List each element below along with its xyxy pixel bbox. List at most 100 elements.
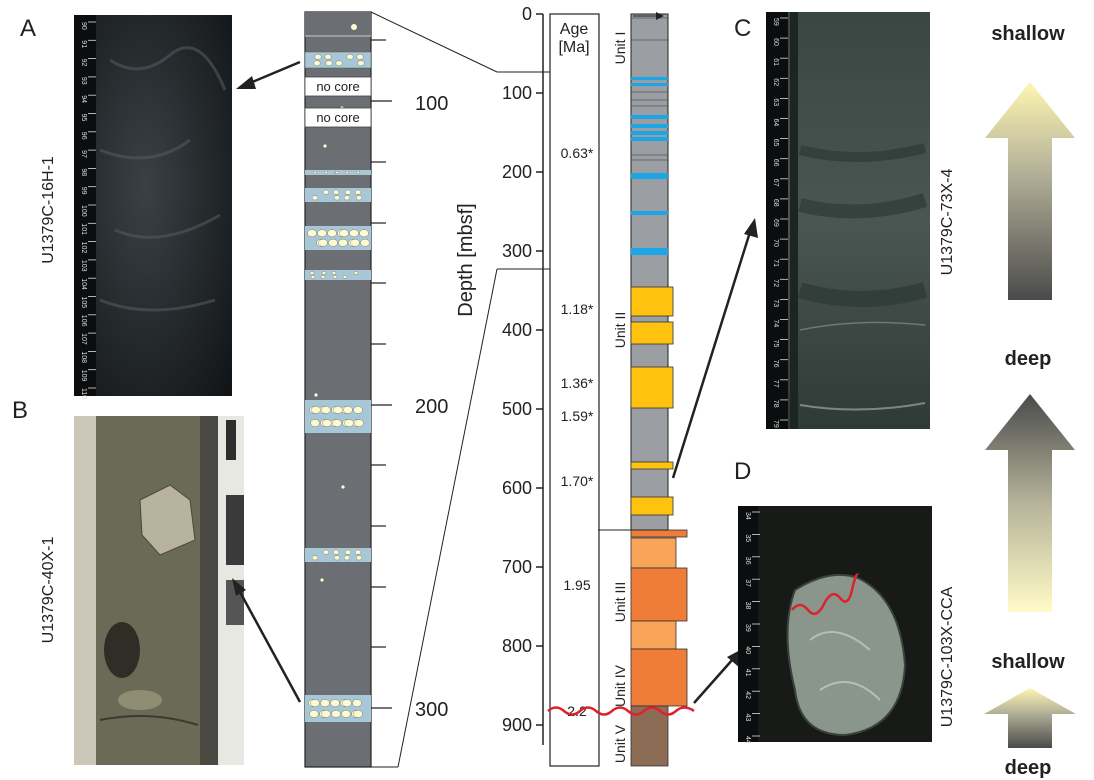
pebble — [320, 578, 324, 582]
depth-tick-label: 700 — [502, 557, 532, 577]
ruler-mark: 42 — [744, 691, 751, 699]
unit-label-4: Unit IV — [612, 664, 628, 707]
depth-tick-label: 0 — [522, 4, 532, 24]
arrow-a-head — [236, 76, 256, 89]
pebble — [350, 238, 360, 247]
ruler-mark: 100 — [80, 205, 87, 217]
arrow-b-head — [232, 578, 246, 596]
age-label: 1.95 — [563, 577, 590, 593]
depth-tick-label: 200 — [502, 162, 532, 182]
ruler-mark: 35 — [744, 534, 751, 542]
pebble — [355, 549, 362, 555]
panel-letter-d: D — [734, 458, 751, 485]
ruler-marks-a: 90 91 92 93 94 95 96 97 98 99 100 101 102 103 104 105 10… — [80, 21, 96, 399]
ruler-mark: 90 — [80, 22, 87, 30]
ruler-mark: 67 — [772, 179, 779, 187]
panel-letter-c: C — [734, 15, 751, 42]
ruler-mark: 93 — [80, 77, 87, 85]
gravel-band — [305, 695, 371, 722]
ruler-mark: 74 — [772, 320, 779, 328]
pebble — [332, 275, 338, 279]
ruler-mark: 102 — [80, 242, 87, 254]
ruler-mark: 98 — [80, 168, 87, 176]
pebble — [338, 238, 348, 247]
pebble — [335, 171, 339, 174]
core-photo-c: 59 60 61 62 63 64 65 66 67 68 69 70 71 72 73 74 75 76 77 78… — [766, 12, 930, 429]
pebble — [334, 555, 341, 561]
arrow-a-line — [249, 60, 301, 85]
main-column: Depth [mbsf] 0 100 200 300 400 500 600 700 800 90… — [455, 4, 695, 767]
ruler-mark: 107 — [80, 333, 87, 345]
ruler-mark: 99 — [80, 187, 87, 195]
panel-letter-a: A — [20, 15, 36, 42]
core-label-c: U1379C-73X-4 — [939, 169, 956, 276]
no-core-label-1: no core — [316, 79, 359, 94]
depth-tick-label: 100 — [502, 83, 532, 103]
pebble — [328, 238, 338, 247]
pebble — [333, 189, 340, 195]
gravel-band — [305, 548, 371, 562]
pebble — [313, 60, 321, 66]
pebble — [312, 195, 319, 201]
pebble — [309, 710, 319, 718]
ruler-mark: 75 — [772, 340, 779, 348]
ruler-mark: 105 — [80, 297, 87, 309]
age-label: 1.36* — [561, 375, 594, 391]
pebble — [321, 710, 331, 718]
legend-label-shallow-top: shallow — [991, 23, 1065, 45]
unit-label-1: Unit I — [612, 32, 628, 65]
arrow-down-large — [985, 394, 1075, 612]
arrow-d-line — [693, 658, 734, 704]
age-label: 0.63* — [561, 145, 594, 161]
depth-axis-title: Depth [mbsf] — [455, 203, 477, 316]
pebble — [341, 710, 351, 718]
ruler-mark: 40 — [744, 646, 751, 654]
ruler-mark: 91 — [80, 40, 87, 48]
detail-depth-300: 300 — [415, 699, 448, 721]
age-header-line1: Age — [560, 21, 589, 38]
pebble — [351, 24, 357, 30]
depth-tick-label: 800 — [502, 636, 532, 656]
pebbles — [307, 24, 370, 718]
pebble — [356, 54, 364, 60]
ruler-mark: 37 — [744, 579, 751, 587]
pebble — [344, 555, 351, 561]
pebble — [342, 699, 352, 707]
pebble — [353, 406, 363, 414]
pebble — [330, 699, 340, 707]
pebble — [345, 549, 352, 555]
ruler-mark: 43 — [744, 714, 751, 722]
ruler-mark: 61 — [772, 58, 779, 66]
pebble — [322, 419, 332, 427]
unconformity-line — [547, 706, 695, 716]
contact-line-d — [791, 573, 860, 616]
depth-tick-label: 600 — [502, 478, 532, 498]
core-label-a: U1379C-16H-1 — [40, 156, 57, 264]
pebble — [323, 549, 330, 555]
blue-layers — [631, 77, 668, 255]
pebble — [353, 710, 363, 718]
pebble — [335, 60, 343, 66]
arrow-c-head — [744, 218, 758, 238]
pebble — [314, 54, 322, 60]
pebble — [318, 238, 328, 247]
ruler-mark: 64 — [772, 119, 779, 127]
pebble — [323, 144, 327, 148]
ruler-marks-d: 34 35 36 37 38 39 40 41 42 43 44 — [744, 511, 760, 744]
pebble — [357, 60, 365, 66]
ruler-mark: 103 — [80, 260, 87, 272]
ruler-mark: 71 — [772, 259, 779, 267]
pebble — [311, 406, 321, 414]
pebble — [310, 699, 320, 707]
pebble — [345, 171, 349, 174]
no-core-label-2: no core — [316, 110, 359, 125]
pebble — [356, 195, 363, 201]
ruler-mark: 72 — [772, 279, 779, 287]
age-label: 1.70* — [561, 473, 594, 489]
ruler-mark: 108 — [80, 351, 87, 363]
pebble — [354, 419, 364, 427]
legend-label-deep-bottom: deep — [1005, 757, 1052, 779]
ruler-mark: 63 — [772, 98, 779, 106]
